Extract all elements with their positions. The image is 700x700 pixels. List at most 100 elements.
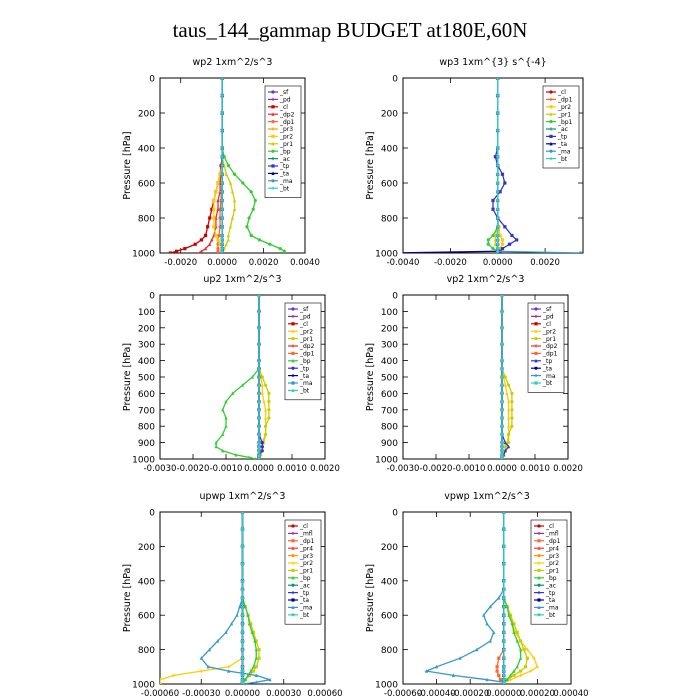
data-point	[500, 400, 504, 404]
legend-label: _tp	[299, 365, 309, 372]
x-tick-label: -0.0010	[210, 464, 243, 474]
data-point	[220, 251, 224, 253]
x-tick-label: -0.0020	[177, 464, 210, 474]
data-point	[240, 678, 245, 682]
legend-marker	[537, 568, 541, 572]
data-point	[199, 249, 204, 253]
data-point	[160, 680, 162, 684]
data-point	[226, 237, 230, 242]
data-point	[260, 445, 264, 449]
data-point	[515, 639, 519, 643]
legend-marker	[537, 591, 541, 595]
data-point	[505, 391, 509, 395]
legend-marker	[271, 105, 275, 109]
data-point	[502, 682, 506, 684]
data-point	[264, 424, 268, 428]
data-point	[525, 648, 529, 652]
y-tick-label: 400	[381, 357, 398, 367]
legend-marker	[537, 605, 541, 609]
data-point	[227, 665, 231, 669]
data-point	[240, 383, 245, 387]
data-point	[257, 452, 261, 457]
data-point	[524, 665, 528, 669]
y-tick-label: 200	[138, 324, 155, 334]
data-point	[258, 457, 260, 459]
x-tick-label: -0.00040	[417, 689, 455, 699]
x-tick-label: 0.00000	[225, 689, 260, 699]
x-tick-label: -0.0030	[387, 464, 420, 474]
legend-label: _ac	[557, 126, 568, 133]
legend-marker	[271, 90, 275, 94]
y-tick-label: 0	[392, 292, 398, 302]
legend-label: _pd	[279, 97, 291, 104]
data-point	[203, 246, 208, 251]
data-point	[519, 647, 523, 652]
data-point	[245, 225, 249, 229]
chart-title: up2 1xm^2/s^3	[203, 274, 281, 285]
data-point	[240, 579, 245, 583]
data-point	[230, 189, 235, 194]
legend-label: _sf	[279, 89, 289, 96]
legend-marker	[534, 374, 538, 378]
legend-marker	[291, 344, 295, 348]
data-point	[500, 391, 504, 395]
data-point	[519, 639, 523, 643]
data-point	[493, 155, 497, 159]
data-point	[212, 225, 216, 229]
data-point	[220, 216, 224, 220]
y-tick-label: 100	[138, 308, 155, 318]
data-point	[199, 238, 204, 242]
data-point	[214, 233, 218, 238]
legend-marker	[271, 141, 275, 146]
data-point	[519, 673, 523, 677]
data-point	[535, 665, 539, 669]
data-point	[224, 399, 228, 404]
data-point	[240, 639, 245, 643]
y-axis-label: Pressure [hPa]	[365, 343, 376, 411]
data-point	[168, 251, 172, 253]
y-tick-label: 400	[138, 577, 155, 587]
x-tick-label: 0.00060	[307, 689, 342, 699]
legend: _sf_pd_cl_dp2_dp1_pr3_pr2_pr1_bp_ac_tp_t…	[264, 85, 302, 198]
x-tick-label: 0.00000	[486, 689, 521, 699]
data-point	[519, 669, 523, 673]
chart-panel-6: vpwp 1xm^2/s^3 Pressure [hPa] 0 200 400 600 80…	[365, 491, 589, 699]
y-tick-label: 800	[138, 215, 155, 225]
data-point	[251, 669, 256, 673]
data-point	[260, 441, 264, 445]
series-group	[424, 512, 539, 684]
data-point	[278, 247, 282, 251]
data-point	[500, 172, 505, 176]
chart-panel-5: upwp 1xm^2/s^3 Pressure [hPa] 0 200 400 600 80…	[122, 491, 343, 699]
data-point	[507, 613, 511, 617]
legend-marker	[291, 388, 295, 392]
legend-marker	[291, 351, 295, 355]
legend: _sf_pd_cl_pr2_pr1_dp2_dp1_tp_ta_ma_bt	[527, 302, 565, 393]
data-point	[183, 247, 187, 251]
series-line-bp	[241, 512, 257, 684]
data-point	[502, 527, 506, 531]
data-point	[496, 146, 500, 150]
legend-marker	[291, 366, 295, 370]
y-tick-label: 1000	[375, 250, 398, 260]
y-axis-label: Pressure [hPa]	[122, 564, 133, 632]
data-point	[224, 416, 228, 420]
data-point	[251, 664, 256, 669]
data-point	[199, 669, 203, 673]
data-point	[529, 669, 533, 673]
data-point	[515, 630, 519, 634]
data-point	[240, 562, 245, 566]
data-point	[238, 604, 242, 609]
legend-label: _tp	[299, 590, 309, 597]
data-point	[500, 445, 504, 449]
legend-label: _pr1	[545, 568, 559, 575]
legend-marker	[291, 598, 295, 602]
data-point	[260, 383, 264, 387]
data-point	[249, 622, 253, 626]
data-point	[458, 656, 462, 660]
y-tick-label: 1000	[375, 456, 398, 466]
data-point	[207, 647, 212, 652]
legend-label: _pr2	[299, 560, 313, 567]
data-point	[249, 190, 253, 194]
x-tick-label: 0.0040	[290, 258, 320, 268]
